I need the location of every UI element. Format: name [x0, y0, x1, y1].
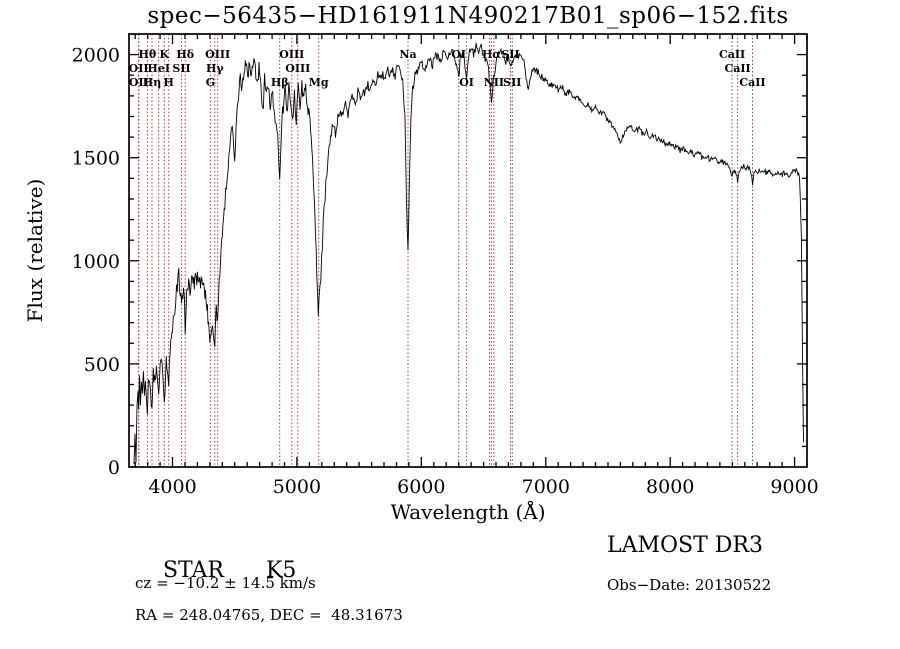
spectral-line-label: SII: [172, 62, 190, 75]
y-tick-label: 0: [108, 457, 120, 479]
spectral-line-label: G: [206, 76, 215, 89]
spectral-line-label: Hβ: [271, 76, 289, 89]
spectral-line-label: CaII: [725, 62, 751, 75]
x-tick-label: 9000: [770, 476, 818, 498]
spectral-line-label: NII: [484, 76, 504, 89]
spectral-line-label: Hη: [143, 76, 161, 89]
object-type-label: STAR: [162, 558, 224, 583]
x-tick-label: 5000: [273, 476, 321, 498]
obs-date-label: Obs−Date: 20130522: [607, 576, 772, 594]
spectral-line-label: OIII: [279, 48, 304, 61]
y-axis-label: Flux (relative): [23, 179, 47, 323]
y-tick-label: 1500: [72, 148, 120, 170]
spectral-line-label: Hα: [482, 48, 501, 61]
spectral-line-label: Hθ: [139, 48, 157, 61]
y-tick-label: 2000: [72, 45, 120, 67]
y-tick-label: 500: [84, 354, 120, 376]
x-axis-label: Wavelength (Å): [390, 499, 545, 524]
spectral-line-label: OI: [459, 76, 474, 89]
x-tick-label: 8000: [646, 476, 694, 498]
spectral-line-label: CaII: [719, 48, 745, 61]
spectral-line-label: Hγ: [206, 62, 224, 75]
axis-frame: [128, 33, 808, 468]
cz-velocity-label: cz = −10.2 ± 14.5 km/s: [135, 574, 316, 592]
spectral-line-label: OIII: [205, 48, 230, 61]
y-tick-label: 1000: [72, 251, 120, 273]
x-tick-label: 7000: [522, 476, 570, 498]
x-tick-label: 4000: [148, 476, 196, 498]
spectral-line-label: SII: [501, 48, 519, 61]
ra-dec-label: RA = 248.04765, DEC = 48.31673: [135, 606, 403, 624]
spectral-line-label: H: [163, 76, 173, 89]
spectral-line-label: K: [160, 48, 170, 61]
survey-release-label: LAMOST DR3: [607, 533, 763, 558]
spectral-line-label: OI: [451, 48, 466, 61]
chart-title: spec−56435−HD161911N490217B01_sp06−152.f…: [147, 3, 788, 29]
spectral-line-label: OII: [129, 76, 149, 89]
spectral-line-label: OIII: [285, 62, 310, 75]
object-classification: STAR K5: [135, 533, 296, 608]
spectral-line-label: HeI: [147, 62, 170, 75]
spectral-line-label: Na: [399, 48, 416, 61]
spectral-line-label: SII: [503, 76, 521, 89]
spectral-line-label: Hδ: [176, 48, 194, 61]
object-subclass-label: K5: [265, 558, 297, 583]
spectral-line-label: OII: [129, 62, 149, 75]
spectrum-line: [133, 42, 804, 465]
spectral-line-label: Mg: [309, 76, 329, 89]
x-tick-label: 6000: [397, 476, 445, 498]
spectral-line-label: CaII: [739, 76, 765, 89]
